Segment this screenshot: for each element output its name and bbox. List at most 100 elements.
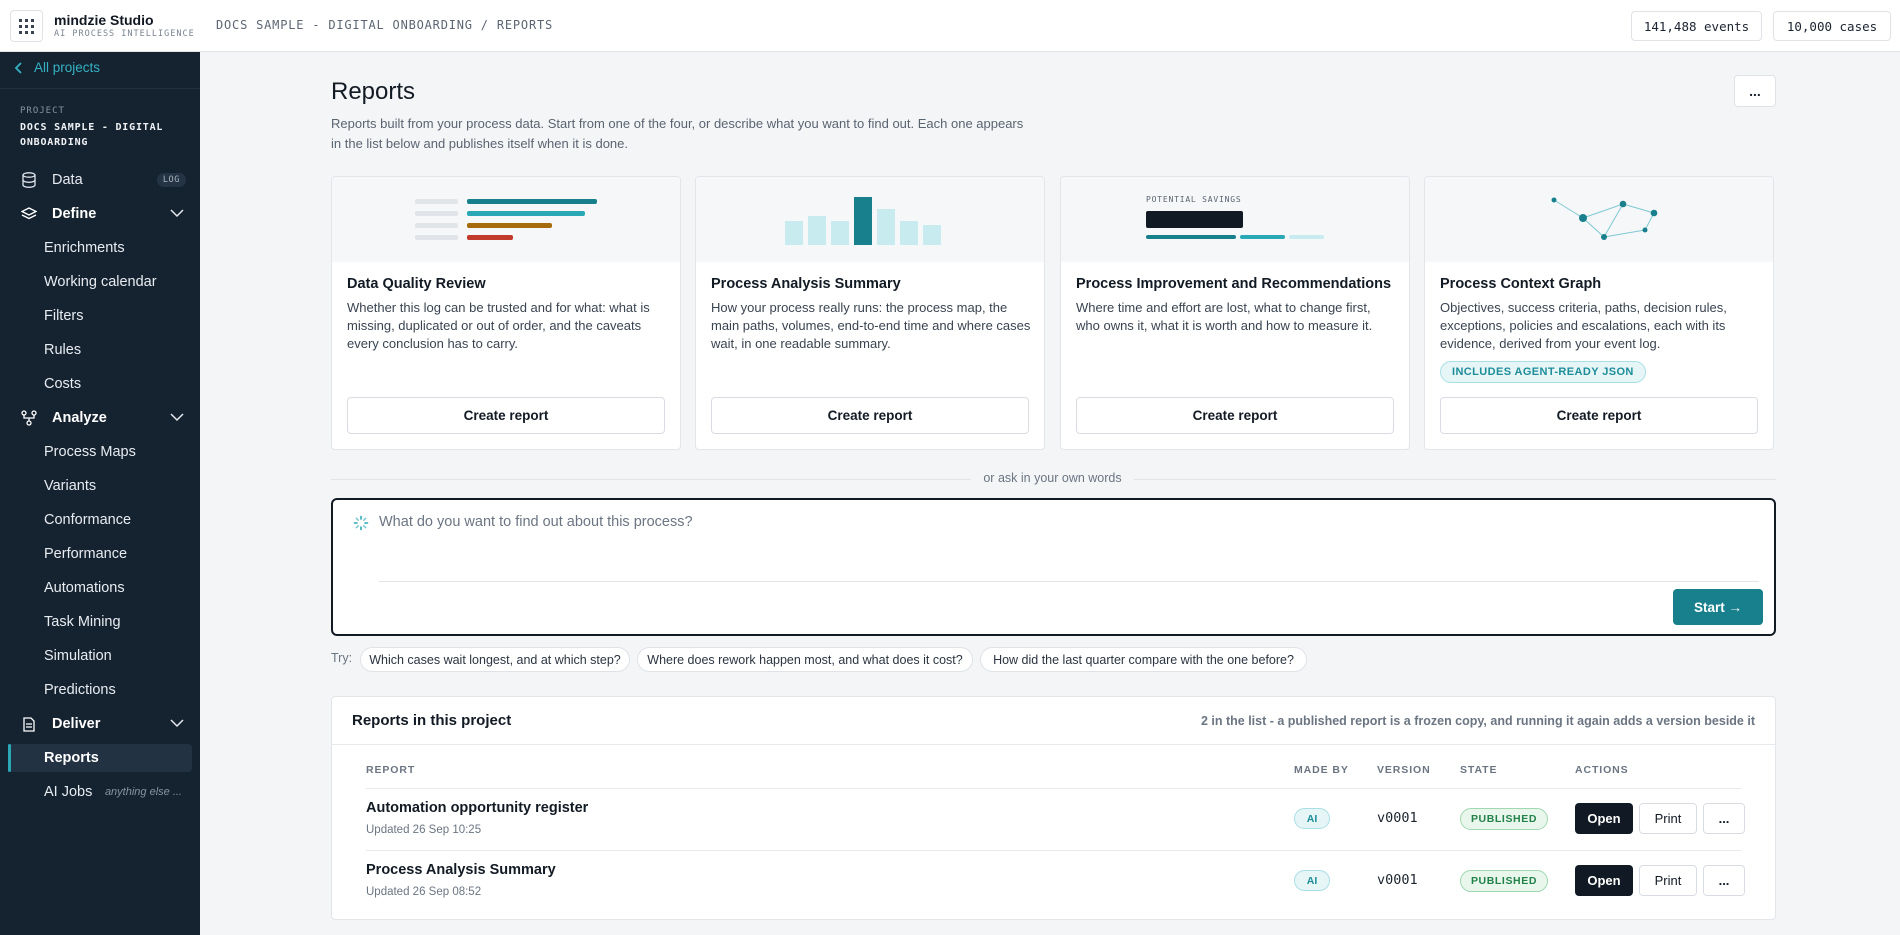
card-title: Process Context Graph [1440, 276, 1602, 292]
sidebar-section-label: Analyze [52, 410, 107, 426]
column-header-made-by[interactable]: MADE BY [1294, 764, 1349, 776]
list-divider [332, 744, 1775, 745]
report-version: v0001 [1377, 810, 1418, 826]
all-projects-label: All projects [34, 60, 101, 75]
print-button[interactable]: Print [1639, 803, 1697, 834]
potential-savings-label: POTENTIAL SAVINGS [1146, 195, 1241, 204]
ask-input-underline [379, 581, 1759, 582]
card-description: Objectives, success criteria, paths, dec… [1440, 300, 1727, 351]
spinner-icon [353, 515, 369, 531]
sidebar-section-define[interactable]: Define [8, 200, 192, 228]
sidebar-item-variants[interactable]: Variants [44, 478, 97, 494]
sidebar-item-data[interactable]: Data LOG [8, 166, 192, 194]
page-title: Reports [331, 78, 416, 105]
sidebar-item-costs[interactable]: Costs [44, 376, 82, 392]
card-visual [696, 177, 1044, 262]
log-badge: LOG [156, 173, 186, 187]
header-divider [366, 788, 1741, 789]
table-row: Process Analysis Summary Updated 26 Sep … [366, 851, 1745, 913]
sidebar-item-task-mining[interactable]: Task Mining [44, 614, 121, 630]
project-name: DOCS SAMPLE - DIGITAL ONBOARDING [20, 122, 164, 148]
column-header-report[interactable]: REPORT [366, 764, 416, 776]
page-more-button[interactable]: ... [1734, 75, 1776, 107]
made-by-badge: AI [1294, 808, 1330, 829]
report-card-data-quality: Data Quality Review Whether this log can… [331, 176, 681, 450]
report-card-process-improvement: POTENTIAL SAVINGS Process Improvement an… [1060, 176, 1410, 450]
column-header-state[interactable]: STATE [1460, 764, 1498, 776]
chevron-left-icon [14, 61, 22, 74]
breadcrumb: DOCS SAMPLE - DIGITAL ONBOARDING / REPOR… [216, 18, 554, 32]
card-title: Process Analysis Summary [711, 276, 901, 292]
column-header-actions: ACTIONS [1575, 764, 1629, 776]
sidebar-item-enrichments[interactable]: Enrichments [44, 240, 125, 256]
sidebar-item-predictions[interactable]: Predictions [44, 682, 116, 698]
made-by-badge: AI [1294, 870, 1330, 891]
row-divider [366, 850, 1741, 851]
all-projects-link[interactable]: All projects [14, 60, 100, 75]
report-card-process-analysis: Process Analysis Summary How your proces… [695, 176, 1045, 450]
project-label: PROJECT [20, 106, 65, 116]
chevron-down-icon[interactable] [170, 208, 184, 218]
card-description: Whether this log can be trusted and for … [347, 300, 650, 351]
open-button[interactable]: Open [1575, 865, 1633, 896]
page-description: Reports built from your process data. St… [331, 116, 1024, 151]
sidebar-item-ai-jobs[interactable]: AI Jobs anything else ... [44, 784, 182, 800]
sidebar: All projects PROJECT DOCS SAMPLE - DIGIT… [0, 52, 200, 935]
report-name[interactable]: Automation opportunity register [366, 800, 589, 816]
ask-input-placeholder[interactable]: What do you want to find out about this … [379, 514, 693, 530]
card-visual [1425, 177, 1773, 262]
ask-input-box[interactable]: What do you want to find out about this … [331, 498, 1776, 636]
sidebar-item-performance[interactable]: Performance [44, 546, 128, 562]
divider-line [1134, 479, 1776, 480]
suggestion-chip[interactable]: Where does rework happen most, and what … [637, 647, 973, 672]
top-bar: mindzie Studio AI PROCESS INTELLIGENCE D… [0, 0, 1900, 52]
suggestion-chip[interactable]: Which cases wait longest, and at which s… [360, 647, 630, 672]
brand-tagline: AI PROCESS INTELLIGENCE [54, 29, 195, 39]
open-button[interactable]: Open [1575, 803, 1633, 834]
sidebar-item-filters[interactable]: Filters [44, 308, 84, 324]
sidebar-section-label: Deliver [52, 716, 101, 732]
savings-illustration: POTENTIAL SAVINGS [1146, 195, 1324, 239]
report-name[interactable]: Process Analysis Summary [366, 862, 556, 878]
sidebar-section-analyze[interactable]: Analyze [8, 404, 192, 432]
sidebar-section-deliver[interactable]: Deliver [8, 710, 192, 738]
sidebar-item-reports[interactable]: Reports [8, 744, 192, 772]
sidebar-item-simulation[interactable]: Simulation [44, 648, 112, 664]
report-updated: Updated 26 Sep 10:25 [366, 824, 482, 836]
create-report-button[interactable]: Create report [347, 397, 665, 434]
sidebar-item-working-calendar[interactable]: Working calendar [44, 274, 157, 290]
reports-list-title: Reports in this project [352, 712, 512, 729]
grid-icon[interactable] [10, 10, 43, 42]
card-visual [332, 177, 680, 262]
events-count: 141,488 events [1631, 11, 1762, 41]
card-title: Data Quality Review [347, 276, 486, 292]
create-report-button[interactable]: Create report [1076, 397, 1394, 434]
reports-list-panel: Reports in this project 2 in the list - … [331, 696, 1776, 920]
card-visual: POTENTIAL SAVINGS [1061, 177, 1409, 262]
suggestion-chip[interactable]: How did the last quarter compare with th… [980, 647, 1307, 672]
create-report-button[interactable]: Create report [711, 397, 1029, 434]
create-report-button[interactable]: Create report [1440, 397, 1758, 434]
graph-illustration [1551, 197, 1658, 240]
layers-icon [21, 206, 37, 222]
row-more-button[interactable]: ... [1703, 865, 1745, 896]
report-version: v0001 [1377, 872, 1418, 888]
report-card-context-graph: Process Context Graph Objectives, succes… [1424, 176, 1774, 450]
print-button[interactable]: Print [1639, 865, 1697, 896]
sidebar-item-rules[interactable]: Rules [44, 342, 82, 358]
chevron-down-icon[interactable] [170, 412, 184, 422]
sidebar-item-automations[interactable]: Automations [44, 580, 125, 596]
sidebar-item-process-maps[interactable]: Process Maps [44, 444, 136, 460]
chevron-down-icon[interactable] [170, 718, 184, 728]
start-button[interactable]: Start → [1673, 589, 1763, 625]
column-header-version[interactable]: VERSION [1377, 764, 1431, 776]
card-description: Where time and effort are lost, what to … [1076, 300, 1373, 333]
report-updated: Updated 26 Sep 08:52 [366, 886, 482, 898]
sidebar-item-conformance[interactable]: Conformance [44, 512, 132, 528]
cases-count: 10,000 cases [1773, 11, 1891, 41]
card-title: Process Improvement and Recommendations [1076, 276, 1392, 292]
status-badge: PUBLISHED [1460, 870, 1548, 892]
divider-line [331, 479, 971, 480]
network-icon [21, 410, 37, 426]
row-more-button[interactable]: ... [1703, 803, 1745, 834]
